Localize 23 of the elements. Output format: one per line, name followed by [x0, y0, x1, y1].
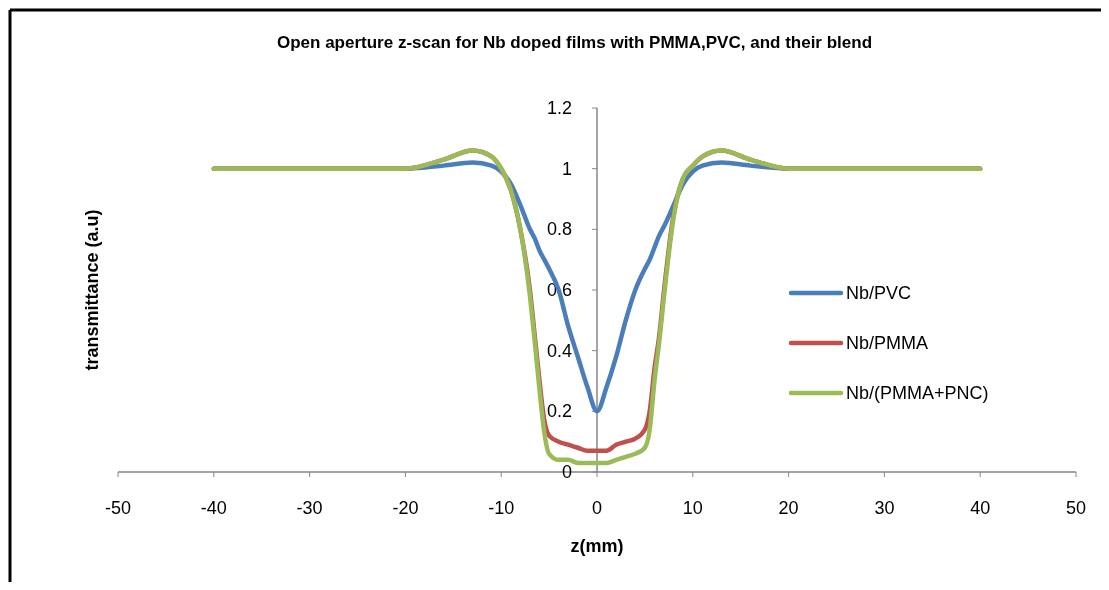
- x-tick-label: -30: [296, 498, 323, 518]
- x-tick-label: 50: [1065, 498, 1087, 518]
- x-tick-label: -50: [104, 498, 132, 518]
- x-tick-label: -20: [392, 498, 419, 518]
- y-tick-label: 0: [561, 462, 572, 482]
- y-tick-label: 1: [561, 158, 572, 179]
- y-tick-label: 1.2: [546, 98, 572, 118]
- x-axis-title: z(mm): [570, 536, 624, 556]
- y-tick-label: 0.2: [546, 401, 572, 422]
- y-axis-title: transmittance (a.u): [82, 209, 102, 371]
- x-tick-label: 20: [778, 498, 799, 518]
- x-tick-label: 40: [970, 498, 991, 518]
- legend-label: Nb/(PMMA+PNC): [846, 383, 989, 403]
- chart-title: Open aperture z-scan for Nb doped films with PMMA,PVC, and their blend: [276, 33, 873, 52]
- y-tick-label: 0.4: [546, 340, 572, 361]
- x-tick-label: 0: [591, 498, 603, 518]
- y-tick-label: 0.8: [546, 219, 572, 240]
- x-tick-label: -40: [200, 498, 227, 518]
- legend-label: Nb/PVC: [846, 283, 912, 303]
- x-tick-label: -10: [488, 498, 515, 518]
- x-tick-label: 10: [682, 498, 703, 518]
- x-tick-label: 30: [874, 498, 895, 518]
- legend-label: Nb/PMMA: [846, 333, 929, 353]
